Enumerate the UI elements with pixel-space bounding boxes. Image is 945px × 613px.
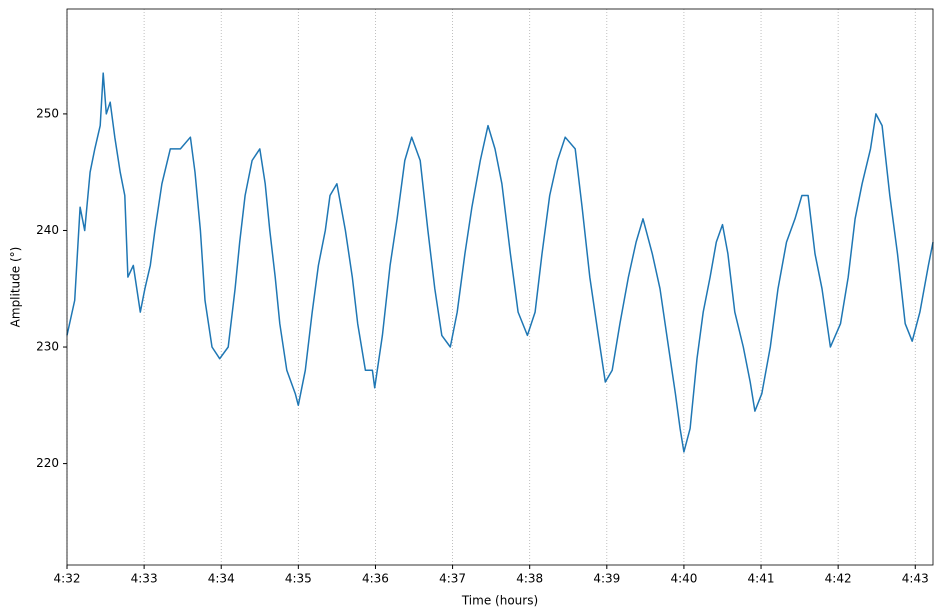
x-tick-label: 4:37 [439, 572, 466, 586]
y-tick-label: 230 [36, 340, 59, 354]
x-tick-label: 4:35 [285, 572, 312, 586]
x-tick-label: 4:33 [131, 572, 158, 586]
x-tick-label: 4:43 [902, 572, 929, 586]
x-tick-label: 4:32 [54, 572, 81, 586]
y-tick-label: 220 [36, 456, 59, 470]
line-series [66, 72, 934, 453]
x-tick-label: 4:42 [825, 572, 852, 586]
x-tick-label: 4:40 [670, 572, 697, 586]
plot-frame [66, 8, 934, 566]
y-tick-label: 240 [36, 223, 59, 237]
y-axis-label: Amplitude (°) [9, 247, 23, 328]
x-tick-label: 4:38 [516, 572, 543, 586]
x-tick-label: 4:34 [208, 572, 235, 586]
x-axis-label: Time (hours) [461, 594, 538, 608]
x-tick-label: 4:41 [748, 572, 775, 586]
y-tick-label: 250 [36, 106, 59, 120]
x-tick-label: 4:36 [362, 572, 389, 586]
x-tick-label: 4:39 [593, 572, 620, 586]
